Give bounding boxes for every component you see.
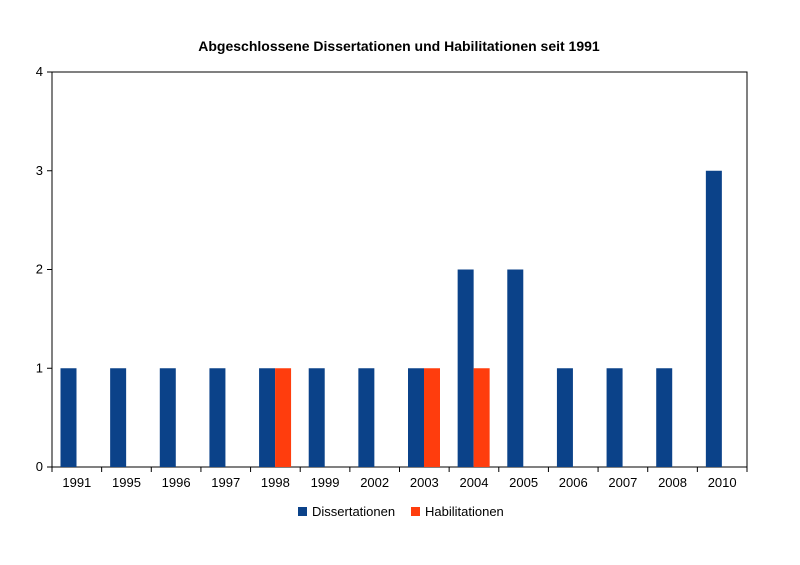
x-tick-label: 1999 [311,475,340,490]
bar-habilitationen-2003 [424,368,440,467]
x-tick-label: 2006 [559,475,588,490]
x-tick-label: 2003 [410,475,439,490]
bar-dissertationen-2004 [457,269,474,467]
x-tick-label: 1998 [261,475,290,490]
chart-title: Abgeschlossene Dissertationen und Habili… [198,38,600,54]
legend-label-dissertationen: Dissertationen [312,504,395,519]
bar-habilitationen-1998 [275,368,292,467]
x-tick-label: 2010 [708,475,737,490]
legend-label-habilitationen: Habilitationen [425,504,504,519]
plot-frame [51,71,748,468]
bar-dissertationen-2010 [705,170,722,467]
plot-area: 0 1 2 3 4 1991 1995 1996 1997 1998 1999 2002 2003 200… [36,64,748,490]
x-tick-label: 1991 [62,475,91,490]
bar-dissertationen-1995 [110,368,127,467]
x-tick-label: 1996 [162,475,191,490]
bar-dissertationen-2005 [507,269,524,467]
y-tick-label: 0 [36,459,43,474]
y-tick-label: 1 [36,360,43,375]
legend: Dissertationen Habilitationen [298,504,504,519]
x-tick-label: 2005 [509,475,538,490]
y-tick-label: 3 [36,163,43,178]
bar-dissertationen-2006 [556,368,573,467]
y-tick-label: 4 [36,64,43,79]
x-tick-label: 1995 [112,475,141,490]
bar-dissertationen-2008 [656,368,673,467]
bar-dissertationen-1991 [60,368,77,467]
y-tick-label: 2 [36,262,43,277]
bar-dissertationen-2007 [606,368,623,467]
bar-dissertationen-2003 [408,368,424,467]
bar-dissertationen-1997 [209,368,226,467]
bar-dissertationen-1998 [259,368,276,467]
bar-dissertationen-2002 [358,368,375,467]
x-tick-label: 2007 [608,475,637,490]
x-tick-label: 2004 [460,475,489,490]
bar-dissertationen-1999 [308,368,325,467]
x-tick-label: 1997 [211,475,240,490]
bar-dissertationen-1996 [159,368,176,467]
legend-swatch-habilitationen [411,507,420,516]
legend-swatch-dissertationen [298,507,307,516]
bar-habilitationen-2004 [473,368,490,467]
x-tick-label: 2008 [658,475,687,490]
x-tick-label: 2002 [360,475,389,490]
